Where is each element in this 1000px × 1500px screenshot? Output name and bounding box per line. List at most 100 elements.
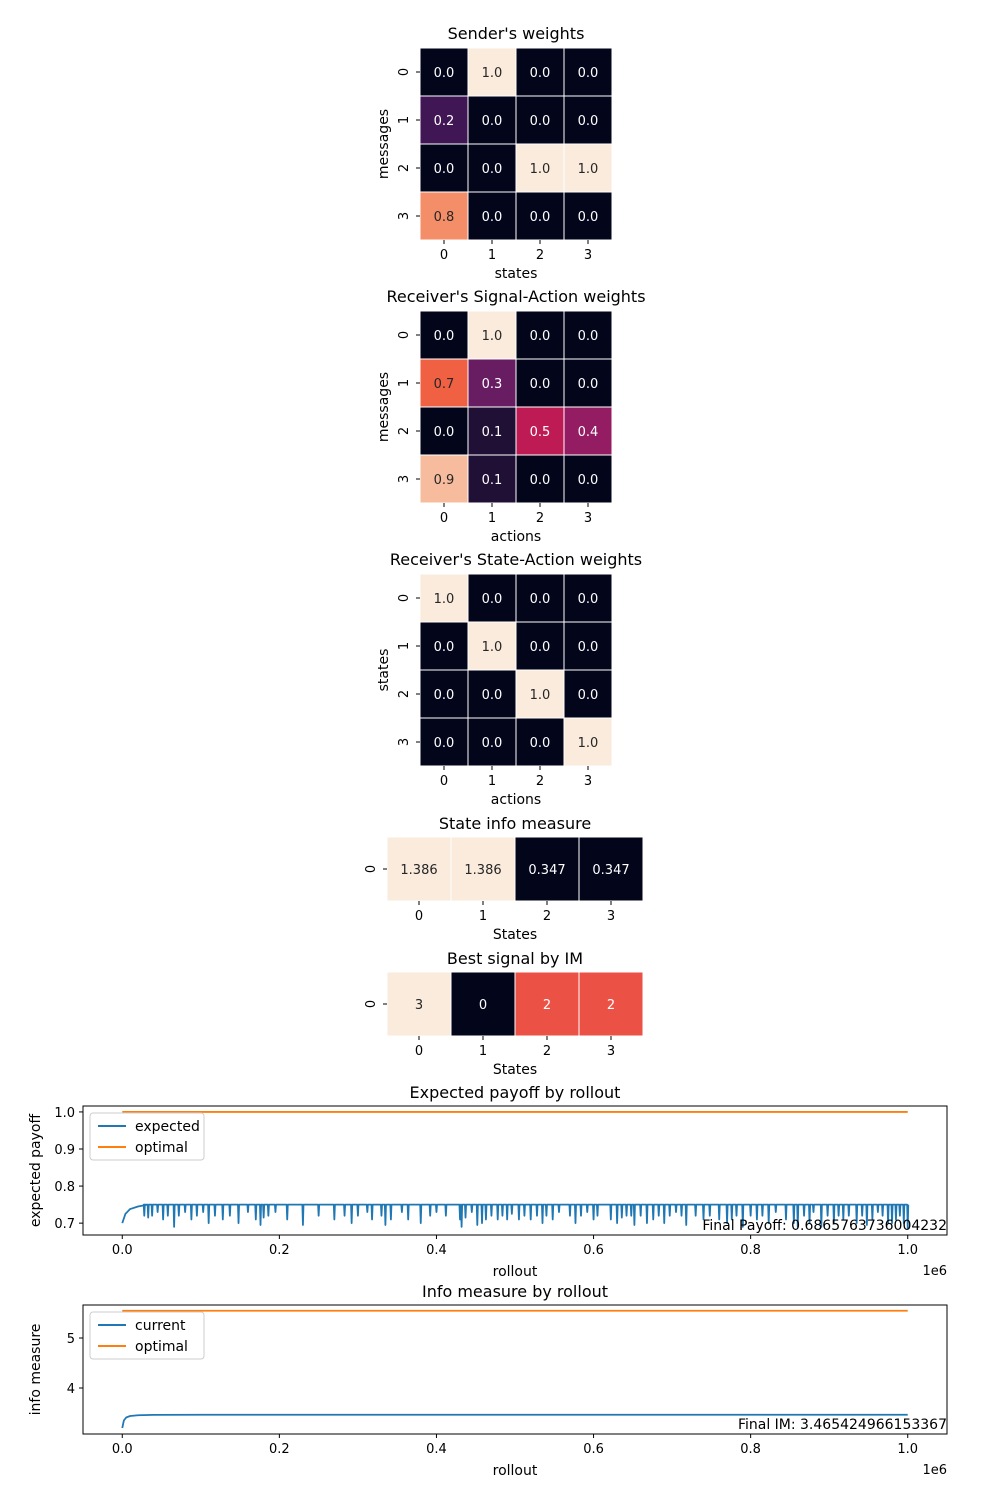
final-value-annotation: Final IM: 3.465424966153367 <box>738 1417 947 1433</box>
cell-label: 0.1 <box>482 473 503 488</box>
final-value-annotation: Final Payoff: 0.6865763736004232 <box>702 1218 947 1234</box>
heatmap-cell <box>515 669 565 719</box>
cell-label: 2 <box>607 998 615 1013</box>
cell-label: 0.0 <box>530 377 551 392</box>
x-tick-label: 0.4 <box>426 1442 447 1457</box>
chart-title: Best signal by IM <box>447 949 583 968</box>
heatmap-cell <box>563 95 613 145</box>
cell-label: 0.0 <box>578 329 599 344</box>
cell-label: 0.4 <box>578 425 599 440</box>
x-tick-label: 1.0 <box>897 1243 918 1258</box>
cell-label: 0.0 <box>434 425 455 440</box>
legend-label: current <box>135 1318 186 1334</box>
heatmap-2: Receiver's State-Action weights 1.0 0.0 0.0… <box>376 550 642 808</box>
y-tick-label: 1 <box>397 116 412 124</box>
heatmap-cell <box>467 669 517 719</box>
cell-label: 0.3 <box>482 377 503 392</box>
x-tick-label: 1.0 <box>897 1442 918 1457</box>
chart-title: State info measure <box>439 814 591 833</box>
cell-label: 0.0 <box>482 210 503 225</box>
heatmap-cell <box>563 454 613 504</box>
cell-label: 0.0 <box>482 736 503 751</box>
cell-label: 0.0 <box>530 210 551 225</box>
heatmap-cell <box>578 836 644 902</box>
x-tick-label: 0.6 <box>583 1243 604 1258</box>
cell-label: 0.9 <box>434 473 455 488</box>
x-tick-label: 1 <box>488 774 496 789</box>
y-tick-label: 1 <box>397 642 412 650</box>
y-tick-label: 0 <box>397 331 412 339</box>
x-tick-label: 0.2 <box>269 1442 290 1457</box>
cell-label: 0.0 <box>578 640 599 655</box>
heatmap-cell <box>514 836 580 902</box>
y-tick-label: 4 <box>67 1382 75 1397</box>
y-tick-label: 0.9 <box>54 1143 75 1158</box>
cell-label: 0.0 <box>482 688 503 703</box>
heatmap-cell <box>467 717 517 767</box>
heatmap-0: Sender's weights 0.0 1.0 0.0 0.0 0.2 0.0 0.0 0.0… <box>376 24 613 282</box>
plot-frame <box>82 1304 948 1435</box>
plot-frame <box>82 1105 948 1236</box>
y-axis-label: info measure <box>28 1324 44 1416</box>
x-axis-label: States <box>493 927 537 943</box>
heatmap-cell <box>419 406 469 456</box>
y-tick-label: 0 <box>364 1000 379 1008</box>
y-tick-label: 2 <box>397 427 412 435</box>
cell-label: 0.347 <box>528 863 565 878</box>
x-axis-label: States <box>493 1062 537 1078</box>
x-tick-label: 1 <box>488 511 496 526</box>
chart-title: Receiver's Signal-Action weights <box>386 287 645 306</box>
heatmap-cell <box>515 573 565 623</box>
heatmap-cell <box>419 669 469 719</box>
y-tick-label: 0.7 <box>54 1217 75 1232</box>
x-tick-label: 0.4 <box>426 1243 447 1258</box>
x-axis-label: actions <box>491 792 541 808</box>
x-tick-label: 0.6 <box>583 1442 604 1457</box>
heatmap-cell <box>515 406 565 456</box>
cell-label: 1.386 <box>400 863 437 878</box>
cell-label: 0.0 <box>434 688 455 703</box>
y-tick-label: 5 <box>67 1332 75 1347</box>
cell-label: 0.347 <box>592 863 629 878</box>
y-axis-label: expected payoff <box>28 1114 44 1228</box>
cell-label: 0.0 <box>530 736 551 751</box>
cell-label: 0.0 <box>434 640 455 655</box>
cell-label: 0.0 <box>578 66 599 81</box>
x-tick-label: 3 <box>607 1044 615 1059</box>
cell-label: 0.0 <box>530 473 551 488</box>
heatmap-cell <box>563 143 613 193</box>
heatmap-1: Receiver's Signal-Action weights 0.0 1.0 0.… <box>376 287 646 545</box>
legend-box <box>89 1112 205 1161</box>
cell-label: 0.0 <box>530 329 551 344</box>
y-tick-label: 0.8 <box>54 1180 75 1195</box>
heatmap-cell <box>563 191 613 241</box>
cell-label: 1.0 <box>482 329 503 344</box>
chart-title: Expected payoff by rollout <box>410 1083 621 1102</box>
cell-label: 0.0 <box>530 114 551 129</box>
x-tick-label: 0 <box>415 1044 423 1059</box>
x-tick-label: 2 <box>543 909 551 924</box>
x-tick-label: 2 <box>536 248 544 263</box>
heatmap-cell <box>467 406 517 456</box>
x-tick-label: 0.0 <box>112 1243 133 1258</box>
y-axis-label: messages <box>376 109 392 179</box>
y-tick-label: 1.0 <box>54 1106 75 1121</box>
cell-label: 0.0 <box>434 329 455 344</box>
y-tick-label: 3 <box>397 212 412 220</box>
y-tick-label: 1 <box>397 379 412 387</box>
x-tick-label: 0 <box>440 511 448 526</box>
x-tick-label: 0 <box>440 774 448 789</box>
x-offset-label: 1e6 <box>922 1463 947 1478</box>
cell-label: 1.0 <box>530 162 551 177</box>
cell-label: 0 <box>479 998 487 1013</box>
y-tick-label: 2 <box>397 164 412 172</box>
y-tick-label: 2 <box>397 690 412 698</box>
heatmap-cell <box>467 95 517 145</box>
x-tick-label: 3 <box>584 248 592 263</box>
cell-label: 3 <box>415 998 423 1013</box>
heatmap-cell <box>450 971 516 1037</box>
cell-label: 0.0 <box>482 592 503 607</box>
series-line-expected <box>121 1203 910 1230</box>
chart-title: Receiver's State-Action weights <box>390 550 642 569</box>
y-tick-label: 3 <box>397 475 412 483</box>
